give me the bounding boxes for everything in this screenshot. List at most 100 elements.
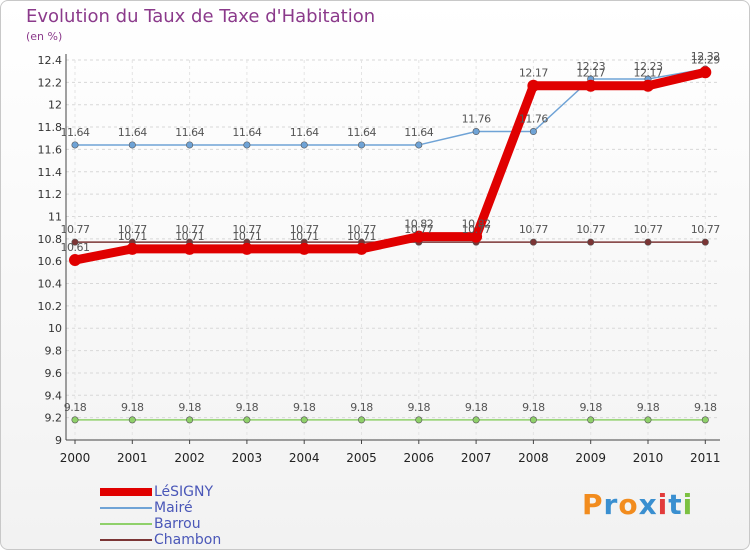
data-point — [699, 66, 712, 79]
data-point — [472, 128, 480, 136]
data-point — [529, 128, 537, 136]
data-label: 10.77 — [61, 223, 90, 236]
data-label: 10.77 — [175, 223, 204, 236]
y-tick-label: 10.8 — [38, 233, 63, 246]
x-tick-label: 2011 — [690, 451, 721, 465]
data-label: 9.18 — [121, 401, 144, 414]
y-tick-label: 11.6 — [38, 143, 63, 156]
data-point — [300, 416, 308, 424]
legend-swatch-barrou — [100, 523, 152, 525]
data-label: 9.18 — [694, 401, 717, 414]
data-point — [355, 242, 368, 255]
y-tick-label: 11.2 — [38, 188, 63, 201]
x-tick-label: 2009 — [575, 451, 606, 465]
data-label: 12.17 — [634, 67, 663, 80]
legend-swatch-chambon — [100, 539, 152, 541]
data-label: 11.64 — [232, 126, 261, 139]
data-label: 9.18 — [236, 401, 259, 414]
data-label: 10.77 — [290, 223, 319, 236]
y-tick-label: 9.2 — [45, 412, 63, 425]
y-tick-label: 10 — [48, 322, 62, 335]
legend-label-lesigny: LéSIGNY — [154, 484, 214, 500]
data-label: 9.18 — [579, 401, 602, 414]
data-label: 10.77 — [404, 223, 433, 236]
y-tick-label: 11.4 — [38, 166, 63, 179]
legend-item-chambon: Chambon — [100, 532, 221, 548]
data-point — [186, 416, 194, 424]
logo-letter: t — [668, 488, 683, 521]
legend-item-barrou: Barrou — [100, 516, 221, 532]
data-label: 10.77 — [576, 223, 605, 236]
data-point — [126, 242, 139, 255]
data-point — [527, 79, 540, 92]
data-label: 10.77 — [691, 223, 720, 236]
data-point — [587, 416, 595, 424]
data-label: 12.23 — [634, 60, 663, 73]
legend-label-barrou: Barrou — [154, 516, 201, 532]
data-point — [183, 242, 196, 255]
series-line-1 — [75, 68, 706, 146]
legend-swatch-lesigny — [100, 488, 152, 496]
data-point — [298, 242, 311, 255]
legend-item-maire: Mairé — [100, 500, 221, 516]
data-label: 10.77 — [462, 223, 491, 236]
data-point — [69, 254, 81, 267]
data-point — [529, 238, 537, 246]
data-label: 10.61 — [61, 241, 90, 254]
data-point — [128, 416, 136, 424]
y-axis-unit-label: (en %) — [26, 30, 63, 43]
data-point — [470, 230, 483, 243]
data-label: 11.64 — [175, 126, 204, 139]
data-point — [240, 242, 253, 255]
data-label: 9.18 — [637, 401, 660, 414]
data-label: 10.82 — [404, 218, 433, 231]
data-label: 9.18 — [522, 401, 545, 414]
data-point — [644, 416, 652, 424]
data-point — [186, 141, 194, 149]
y-tick-label: 9.8 — [45, 345, 63, 358]
data-label: 12.17 — [519, 67, 548, 80]
y-tick-label: 12 — [48, 99, 62, 112]
data-point — [243, 416, 251, 424]
logo-letter: x — [638, 488, 658, 521]
x-tick-label: 2000 — [60, 451, 91, 465]
data-label: 9.18 — [178, 401, 201, 414]
data-label: 11.64 — [404, 126, 433, 139]
data-point — [128, 141, 136, 149]
data-label: 10.71 — [118, 230, 147, 243]
data-label: 11.64 — [290, 126, 319, 139]
y-tick-label: 11.8 — [38, 121, 63, 134]
x-tick-label: 2006 — [404, 451, 435, 465]
x-tick-label: 2008 — [518, 451, 549, 465]
data-point — [415, 416, 423, 424]
y-tick-label: 9.4 — [45, 389, 63, 402]
data-point — [415, 141, 423, 149]
chart-title: Evolution du Taux de Taxe d'Habitation — [26, 6, 376, 27]
data-point — [357, 416, 365, 424]
y-tick-label: 10.4 — [38, 278, 63, 291]
y-tick-label: 10.6 — [38, 255, 63, 268]
y-tick-label: 9 — [55, 434, 62, 447]
data-point — [71, 141, 79, 149]
logo-letter: i — [657, 488, 669, 521]
legend-swatch-maire — [100, 507, 152, 509]
x-tick-label: 2001 — [117, 451, 148, 465]
data-label: 12.23 — [576, 60, 605, 73]
data-label: 10.82 — [462, 218, 491, 231]
proxiti-logo: Proxiti — [582, 488, 693, 521]
x-tick-label: 2002 — [174, 451, 205, 465]
data-label: 10.71 — [290, 230, 319, 243]
y-tick-label: 9.6 — [45, 367, 63, 380]
data-point — [357, 141, 365, 149]
logo-letter: r — [603, 488, 619, 521]
y-tick-label: 12.2 — [38, 76, 63, 89]
data-label: 10.77 — [634, 223, 663, 236]
data-label: 12.17 — [576, 67, 605, 80]
data-label: 10.71 — [347, 230, 376, 243]
data-point — [472, 416, 480, 424]
data-label: 9.18 — [408, 401, 431, 414]
legend-item-lesigny: LéSIGNY — [100, 484, 221, 500]
x-tick-label: 2005 — [346, 451, 377, 465]
